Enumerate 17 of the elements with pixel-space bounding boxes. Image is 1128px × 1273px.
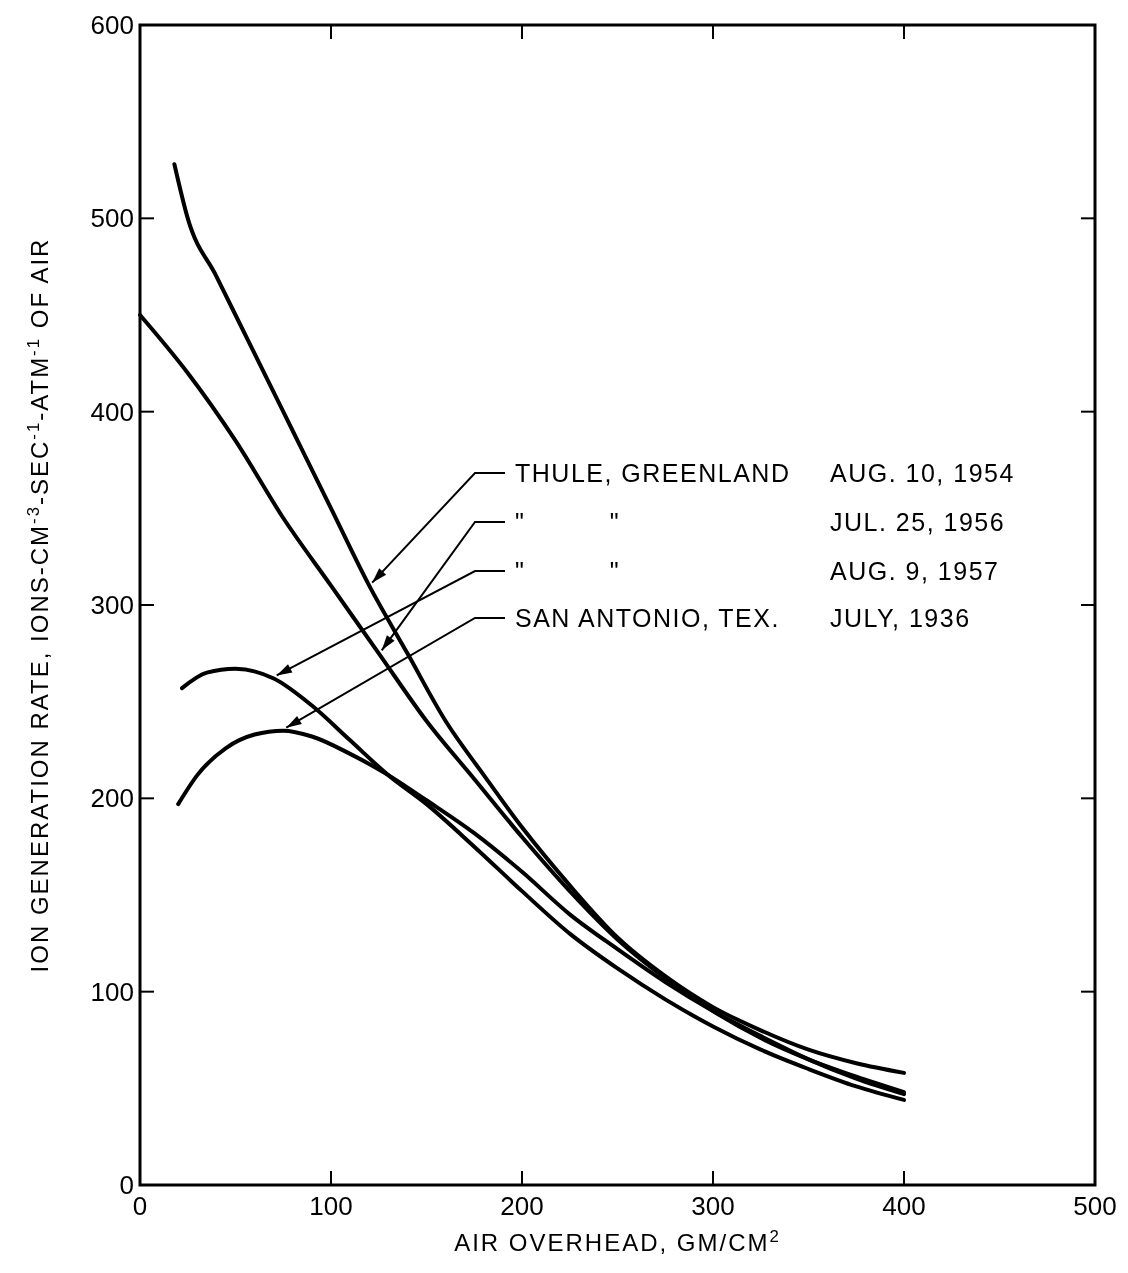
x-tick-label: 100 bbox=[309, 1191, 353, 1221]
x-tick-label: 200 bbox=[500, 1191, 544, 1221]
x-axis-title: AIR OVERHEAD, GM/CM$^{2}$ bbox=[454, 1226, 781, 1256]
y-tick-label: 300 bbox=[90, 590, 134, 621]
y-tick-label: 200 bbox=[90, 783, 134, 814]
y-tick-label: 600 bbox=[90, 10, 134, 41]
text: " " AUG. 9, 1957 bbox=[515, 557, 1000, 585]
y-tick-label: 100 bbox=[90, 976, 134, 1007]
text: SAN ANTONIO, TEX. JULY, 1936 bbox=[515, 604, 971, 632]
x-tick-label: 300 bbox=[691, 1191, 735, 1221]
x-tick-label: 400 bbox=[882, 1191, 926, 1221]
x-tick-label: 500 bbox=[1073, 1191, 1117, 1221]
y-tick-label: 400 bbox=[90, 396, 134, 427]
y-tick-label: 500 bbox=[90, 203, 134, 234]
text: THULE, GREENLAND AUG. 10, 1954 bbox=[515, 459, 1015, 487]
text: " " JUL. 25, 1956 bbox=[515, 508, 1006, 536]
y-tick-label: 0 bbox=[119, 1170, 134, 1201]
